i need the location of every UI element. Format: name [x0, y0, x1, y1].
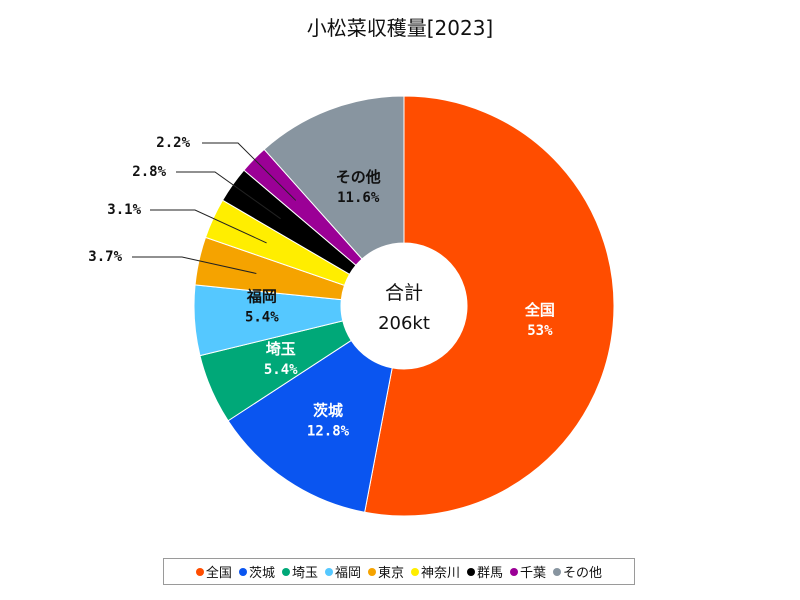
slice-value-埼玉: 5.4%: [264, 362, 298, 378]
slice-value-茨城: 12.8%: [307, 423, 350, 439]
legend-label: 東京: [377, 566, 404, 581]
chart-title: 小松菜収穫量[2023]: [306, 16, 494, 40]
legend-item-埼玉: 埼玉: [281, 562, 318, 581]
legend-dot-icon: [281, 567, 290, 576]
slice-value-神奈川: 3.1%: [107, 202, 141, 218]
leader-line-東京: [132, 256, 257, 274]
legend-label: 茨城: [248, 566, 275, 581]
slice-value-その他: 11.6%: [337, 190, 380, 206]
legend-dot-icon: [195, 567, 204, 576]
leader-line-群馬: [176, 171, 281, 220]
donut-chart: 全国 53% 茨城 12.8% 埼玉 5.4% 福岡 5.4% 3.7% 3.1% 2.8% 2.2%…: [88, 95, 615, 517]
slice-labels-group: 全国 53% 茨城 12.8% 埼玉 5.4% 福岡 5.4% 3.7% 3.1% 2.8% 2.2%…: [88, 135, 555, 439]
legend-dot-icon: [238, 567, 247, 576]
legend-item-群馬: 群馬: [467, 562, 503, 581]
leader-line-神奈川: [150, 209, 267, 244]
legend-label: 神奈川: [421, 566, 461, 581]
legend-label: 福岡: [334, 566, 361, 581]
legend-item-福岡: 福岡: [324, 562, 361, 581]
legend-label: 埼玉: [291, 566, 318, 581]
slice-value-群馬: 2.8%: [132, 164, 166, 180]
legend-dot-icon: [553, 567, 562, 576]
legend-item-神奈川: 神奈川: [411, 562, 460, 581]
legend-label: 群馬: [477, 566, 504, 581]
slice-全国: [364, 95, 615, 517]
slice-value-千葉: 2.2%: [156, 135, 190, 151]
legend-item-東京: 東京: [367, 562, 404, 581]
legend-dot-icon: [467, 567, 476, 576]
leader-line-千葉: [202, 142, 297, 201]
slices-group: [193, 95, 615, 517]
legend-label: 全国: [205, 566, 232, 581]
legend-dot-icon: [367, 567, 376, 576]
legend-dot-icon: [324, 567, 333, 576]
center-label-total: 206kt: [378, 313, 430, 334]
legend-item-千葉: 千葉: [510, 562, 546, 581]
slice-label-福岡: 福岡: [246, 287, 277, 305]
legend-dot-icon: [411, 567, 419, 576]
slice-label-全国: 全国: [524, 301, 555, 319]
center-label-title: 合計: [385, 282, 423, 304]
legend-label: その他: [563, 566, 603, 581]
legend: 全国 茨城 埼玉 福岡 東京 神奈川 群馬 千葉 その他: [163, 558, 635, 585]
legend-item-その他: その他: [553, 562, 602, 581]
legend-label: 千葉: [520, 566, 547, 581]
slice-label-その他: その他: [336, 168, 381, 186]
legend-item-全国: 全国: [195, 562, 232, 581]
slice-value-全国: 53%: [527, 323, 553, 339]
center-hole: [341, 243, 467, 369]
slice-value-東京: 3.7%: [88, 249, 122, 265]
leader-lines-group: [132, 142, 297, 274]
legend-dot-icon: [510, 567, 519, 576]
slice-value-福岡: 5.4%: [245, 309, 279, 325]
slice-label-埼玉: 埼玉: [266, 340, 296, 358]
slice-label-茨城: 茨城: [313, 401, 343, 419]
legend-item-茨城: 茨城: [238, 562, 275, 581]
